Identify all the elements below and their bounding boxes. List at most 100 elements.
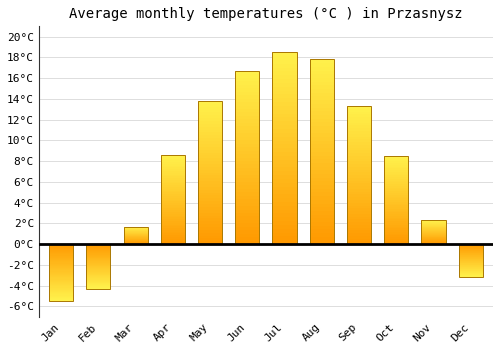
Bar <box>458 262 483 263</box>
Bar <box>384 212 408 214</box>
Bar <box>160 199 185 201</box>
Bar <box>347 205 371 208</box>
Bar <box>272 217 296 221</box>
Bar <box>347 114 371 117</box>
Bar <box>347 156 371 159</box>
Bar <box>310 141 334 145</box>
Bar <box>384 223 408 225</box>
Bar <box>49 277 73 278</box>
Bar <box>272 233 296 237</box>
Bar <box>347 217 371 219</box>
Bar <box>160 183 185 185</box>
Bar <box>384 189 408 191</box>
Bar <box>235 78 260 81</box>
Bar <box>49 249 73 250</box>
Bar <box>235 88 260 92</box>
Bar <box>49 261 73 262</box>
Bar <box>310 93 334 96</box>
Bar <box>347 170 371 173</box>
Bar <box>235 116 260 119</box>
Bar <box>422 223 446 224</box>
Bar <box>422 238 446 239</box>
Bar <box>198 110 222 112</box>
Bar <box>86 255 110 256</box>
Bar <box>49 262 73 264</box>
Bar <box>347 120 371 123</box>
Bar <box>272 68 296 71</box>
Bar <box>347 142 371 145</box>
Bar <box>86 270 110 271</box>
Bar <box>160 193 185 194</box>
Bar <box>310 240 334 244</box>
Bar <box>49 291 73 292</box>
Bar <box>422 230 446 231</box>
Bar <box>124 227 148 228</box>
Bar <box>272 91 296 95</box>
Bar <box>384 167 408 168</box>
Bar <box>235 119 260 123</box>
Bar <box>310 181 334 185</box>
Bar <box>347 123 371 126</box>
Bar <box>160 203 185 205</box>
Bar <box>49 259 73 260</box>
Bar <box>458 269 483 270</box>
Bar <box>272 214 296 217</box>
Bar <box>384 198 408 200</box>
Bar <box>124 237 148 238</box>
Bar <box>310 122 334 126</box>
Bar <box>49 284 73 285</box>
Bar <box>198 153 222 155</box>
Bar <box>422 220 446 221</box>
Bar <box>160 175 185 176</box>
Bar <box>49 264 73 265</box>
Bar <box>272 148 296 152</box>
Bar <box>347 126 371 128</box>
Bar <box>198 196 222 198</box>
Bar <box>49 250 73 251</box>
Bar <box>198 178 222 181</box>
Bar <box>49 278 73 280</box>
Bar <box>422 228 446 229</box>
Bar <box>310 189 334 192</box>
Bar <box>198 133 222 135</box>
Bar <box>198 230 222 233</box>
Bar <box>124 229 148 230</box>
Bar <box>384 239 408 241</box>
Bar <box>458 253 483 254</box>
Bar <box>124 232 148 233</box>
Bar <box>160 237 185 239</box>
Bar <box>458 258 483 259</box>
Bar <box>384 165 408 167</box>
Bar <box>160 166 185 167</box>
Bar <box>458 270 483 271</box>
Bar <box>347 161 371 164</box>
Bar <box>384 200 408 202</box>
Bar <box>198 147 222 150</box>
Bar <box>124 233 148 234</box>
Bar <box>198 236 222 238</box>
Bar <box>458 250 483 251</box>
Bar <box>384 193 408 195</box>
Bar <box>384 174 408 175</box>
Bar <box>272 94 296 98</box>
Bar <box>422 224 446 225</box>
Bar <box>384 230 408 232</box>
Bar <box>310 107 334 111</box>
Bar <box>86 262 110 263</box>
Bar <box>86 274 110 275</box>
Bar <box>235 74 260 78</box>
Bar <box>49 260 73 261</box>
Bar <box>384 170 408 172</box>
Bar <box>49 299 73 300</box>
Bar <box>86 250 110 251</box>
Bar <box>49 269 73 271</box>
Bar <box>347 228 371 230</box>
Bar <box>272 125 296 129</box>
Bar <box>86 268 110 269</box>
Bar <box>198 144 222 147</box>
Bar <box>272 52 296 244</box>
Bar <box>160 219 185 221</box>
Bar <box>235 133 260 137</box>
Bar <box>160 169 185 171</box>
Bar <box>458 244 483 278</box>
